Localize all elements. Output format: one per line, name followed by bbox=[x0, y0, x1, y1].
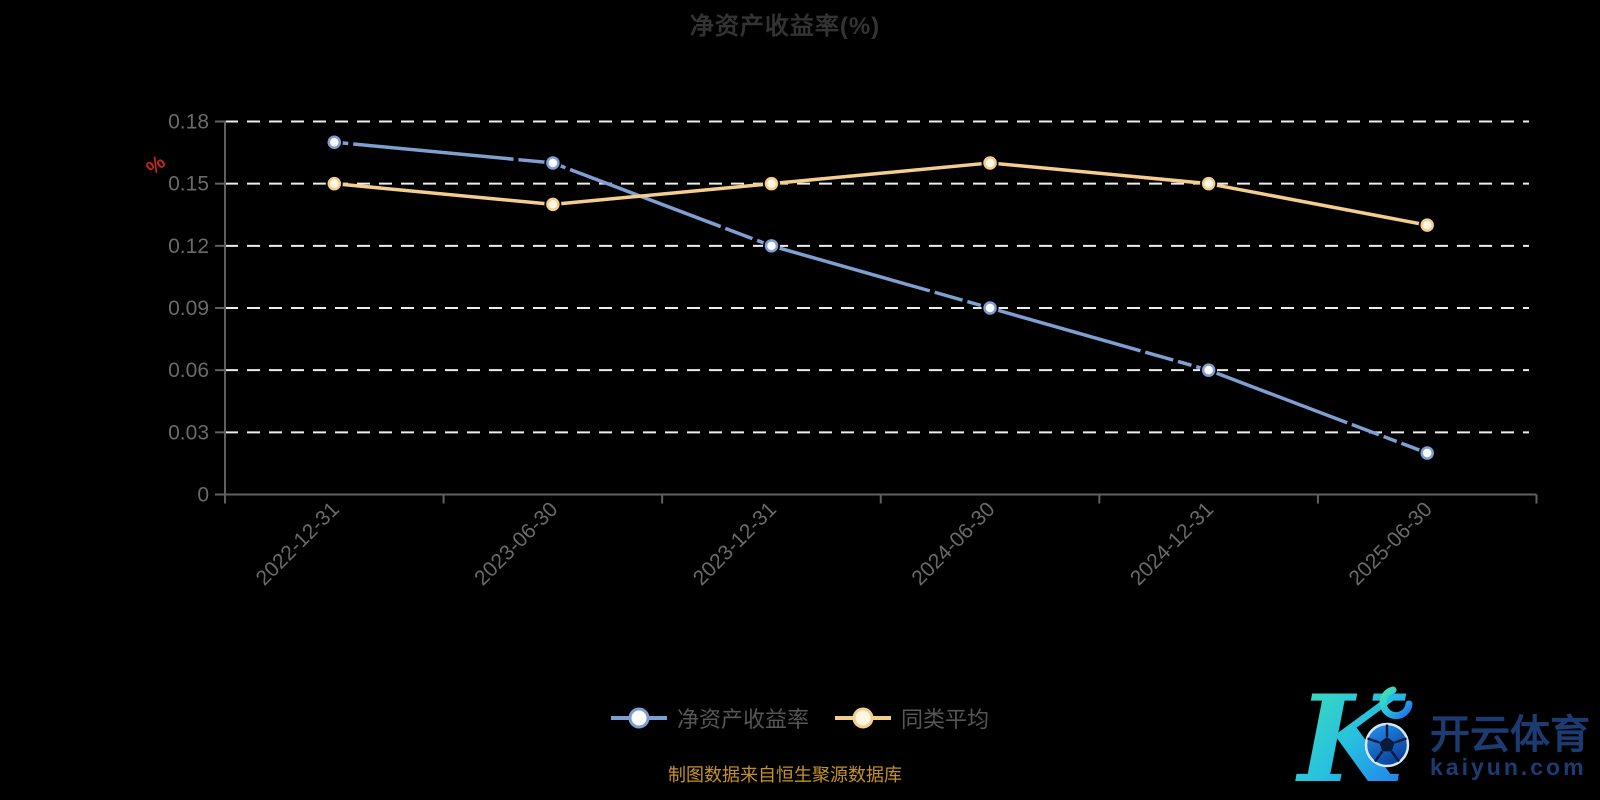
data-point-s1-3[interactable] bbox=[983, 156, 997, 170]
data-point-s0-1[interactable] bbox=[546, 156, 560, 170]
legend-label: 同类平均 bbox=[901, 707, 990, 732]
y-axis-label: 0.03 bbox=[168, 421, 209, 444]
legend-item-roe[interactable]: 净资产收益率 bbox=[610, 702, 809, 734]
x-axis-label: 2025-06-30 bbox=[1345, 498, 1437, 590]
data-source-note: 制图数据来自恒生聚源数据库 bbox=[668, 765, 902, 785]
data-point-s1-0[interactable] bbox=[327, 176, 342, 191]
data-point-s1-5[interactable] bbox=[1420, 218, 1434, 232]
x-axis-label: 2024-12-31 bbox=[1126, 498, 1218, 590]
data-point-s0-4[interactable] bbox=[1201, 363, 1216, 377]
logo-swirl bbox=[1379, 686, 1413, 720]
logo-domain: kaiyun.com bbox=[1430, 754, 1587, 780]
y-axis-name: % bbox=[142, 151, 170, 179]
y-axis-label: 0.09 bbox=[168, 297, 209, 320]
y-axis-label: 0.06 bbox=[168, 359, 209, 382]
y-axis-label: 0 bbox=[197, 484, 209, 507]
logo-brand-name: 开云体育 bbox=[1430, 712, 1590, 758]
data-point-s0-5[interactable] bbox=[1420, 446, 1434, 460]
x-axis-label: 2024-06-30 bbox=[907, 498, 999, 590]
x-axis-label: 2022-12-31 bbox=[252, 498, 344, 590]
chart-legend: 净资产收益率 同类平均 bbox=[0, 702, 1600, 734]
legend-marker-icon bbox=[835, 707, 891, 729]
series-line-0 bbox=[334, 140, 1428, 455]
soccer-ball-icon bbox=[1364, 722, 1410, 768]
y-axis-label: 0.12 bbox=[168, 235, 209, 258]
data-point-s1-4[interactable] bbox=[1201, 176, 1216, 191]
kaiyun-logo[interactable]: K 开云体育 kaiyun.com bbox=[1290, 668, 1600, 800]
data-point-s1-1[interactable] bbox=[546, 197, 560, 212]
y-axis-label: 0.15 bbox=[168, 173, 209, 196]
data-point-s1-2[interactable] bbox=[764, 176, 779, 191]
data-point-s0-2[interactable] bbox=[764, 239, 779, 253]
x-axis-label: 2023-06-30 bbox=[470, 498, 562, 590]
data-point-s0-3[interactable] bbox=[983, 301, 997, 315]
legend-item-peer-average[interactable]: 同类平均 bbox=[835, 702, 989, 734]
legend-label: 净资产收益率 bbox=[676, 707, 809, 732]
series-line-1 bbox=[334, 161, 1428, 227]
legend-marker-icon bbox=[610, 707, 667, 729]
x-axis-label: 2023-12-31 bbox=[689, 498, 781, 590]
data-point-s0-0[interactable] bbox=[327, 135, 342, 149]
chart-title: 净资产收益率(%) bbox=[689, 13, 881, 40]
y-axis-label: 0.18 bbox=[168, 111, 209, 134]
